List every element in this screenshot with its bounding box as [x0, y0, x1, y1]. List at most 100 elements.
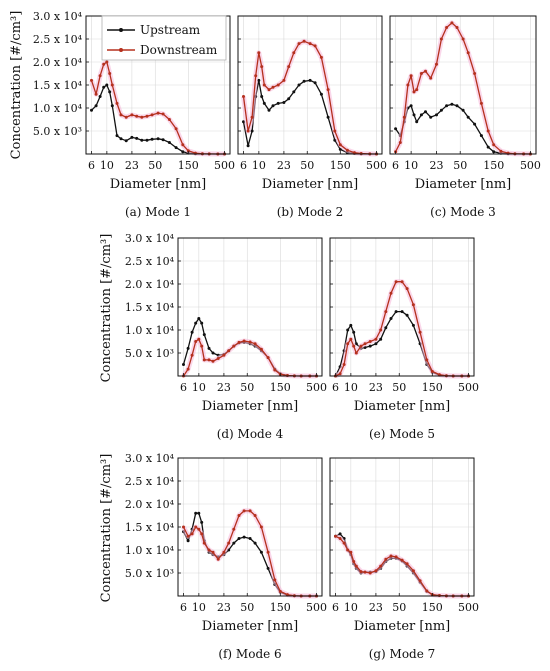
x-tick-label-b-0: 6	[240, 159, 247, 172]
point-a-downstream-19	[181, 143, 185, 147]
point-b-downstream-4	[257, 51, 261, 55]
point-g-downstream-13	[389, 554, 393, 558]
point-c-upstream-5	[412, 113, 416, 117]
x-tick-label-g-3: 50	[392, 601, 406, 614]
point-f-downstream-17	[259, 525, 263, 529]
point-d-downstream-11	[227, 349, 231, 353]
point-c-downstream-9	[429, 76, 433, 80]
panel-b: 6 10 23 50 150 500 Diameter [nm] (b) Mode 2	[237, 15, 387, 219]
point-a-upstream-16	[161, 138, 165, 142]
point-d-downstream-12	[232, 344, 236, 348]
point-f-upstream-16	[253, 541, 257, 545]
point-f-downstream-4	[197, 527, 201, 531]
point-b-downstream-16	[313, 44, 317, 48]
point-c-downstream-14	[455, 26, 459, 29]
point-a-upstream-14	[150, 137, 154, 141]
point-b-upstream-18	[326, 115, 330, 119]
point-b-upstream-0	[242, 120, 245, 124]
point-b-upstream-20	[338, 147, 342, 151]
point-a-upstream-12	[140, 138, 144, 142]
point-a-downstream-10	[130, 113, 134, 117]
point-b-upstream-4	[257, 78, 261, 82]
point-d-downstream-4	[197, 337, 201, 341]
point-f-downstream-9	[216, 557, 220, 561]
point-a-upstream-5	[108, 90, 112, 94]
x-tick-label-b-4: 150	[330, 159, 351, 172]
point-c-downstream-6	[415, 88, 419, 92]
point-a-upstream-10	[130, 135, 134, 139]
x-tick-label-c-5: 500	[520, 159, 541, 172]
point-e-upstream-16	[405, 313, 409, 317]
point-g-downstream-1	[338, 537, 342, 540]
point-f-downstream-5	[200, 532, 204, 536]
point-c-upstream-12	[445, 104, 449, 108]
x-tick-label-a-5: 500	[214, 159, 235, 172]
point-f-downstream-19	[273, 578, 277, 582]
point-c-downstream-8	[424, 69, 427, 73]
x-tick-label-g-5: 500	[458, 601, 479, 614]
point-c-upstream-8	[424, 110, 427, 114]
point-c-upstream-4	[409, 104, 413, 108]
x-tick-label-c-2: 23	[430, 159, 444, 172]
point-c-upstream-18	[479, 134, 483, 138]
point-b-upstream-6	[262, 101, 266, 105]
point-e-downstream-7	[359, 344, 363, 348]
x-tick-label-d-4: 150	[270, 381, 291, 394]
point-b-downstream-9	[276, 83, 280, 87]
point-e-downstream-19	[425, 358, 429, 362]
point-e-downstream-12	[384, 310, 388, 314]
point-f-downstream-10	[222, 550, 226, 554]
panel-e: 6 10 23 50 150 500 Diameter [nm] (e) Mode 5	[329, 237, 479, 441]
point-d-downstream-13	[237, 340, 241, 344]
point-c-downstream-15	[461, 37, 465, 41]
y-axis-title-row3: Concentration [#/cm³]	[99, 454, 114, 603]
point-g-downstream-16	[405, 562, 409, 566]
point-e-downstream-18	[418, 330, 422, 334]
point-a-upstream-2	[98, 95, 102, 98]
x-tick-label-f-4: 150	[270, 601, 291, 614]
x-tick-label-f-5: 500	[306, 601, 327, 614]
point-b-downstream-2	[250, 115, 254, 119]
point-g-downstream-6	[354, 564, 358, 568]
caption-a: (a) Mode 1	[125, 205, 191, 219]
point-c-upstream-7	[419, 113, 423, 117]
point-c-upstream-9	[429, 115, 433, 119]
x-tick-label-e-2: 23	[369, 381, 383, 394]
point-f-downstream-7	[207, 548, 211, 552]
point-a-upstream-0	[90, 108, 93, 112]
point-d-downstream-1	[186, 367, 190, 371]
point-b-upstream-14	[302, 79, 306, 83]
point-b-downstream-3	[254, 74, 258, 78]
x-tick-label-f-1: 10	[192, 601, 206, 614]
point-f-downstream-16	[253, 514, 257, 517]
y-tick-label-f-2: 1.5 x 10⁴	[125, 521, 175, 534]
point-a-downstream-18	[174, 127, 178, 131]
point-d-downstream-16	[253, 342, 257, 346]
point-a-downstream-14	[150, 113, 154, 117]
y-tick-label-a-4: 2.5 x 10⁴	[33, 33, 83, 46]
point-a-downstream-13	[145, 114, 149, 118]
point-b-upstream-5	[260, 95, 264, 98]
y-tick-label-f-5: 3.0 x 10⁴	[125, 452, 175, 465]
x-tick-label-d-2: 23	[217, 381, 231, 394]
point-b-upstream-13	[297, 83, 301, 87]
point-b-downstream-7	[267, 88, 271, 92]
x-tick-label-b-5: 500	[366, 159, 387, 172]
point-f-downstream-8	[211, 550, 215, 554]
point-a-upstream-6	[110, 104, 114, 108]
caption-b: (b) Mode 2	[277, 205, 344, 219]
point-c-downstream-5	[412, 90, 416, 94]
point-c-downstream-13	[450, 21, 454, 25]
point-e-downstream-20	[430, 369, 434, 373]
point-f-upstream-17	[259, 550, 263, 554]
point-e-upstream-4	[349, 323, 353, 327]
legend-marker-upstream	[119, 28, 123, 32]
point-b-downstream-14	[302, 39, 306, 43]
point-f-downstream-20	[278, 589, 282, 593]
point-a-upstream-9	[124, 139, 128, 143]
x-tick-label-e-0: 6	[332, 381, 339, 394]
point-f-downstream-14	[242, 509, 246, 513]
point-g-downstream-18	[418, 579, 422, 583]
point-g-downstream-3	[346, 548, 350, 552]
caption-d: (d) Mode 4	[217, 427, 284, 441]
